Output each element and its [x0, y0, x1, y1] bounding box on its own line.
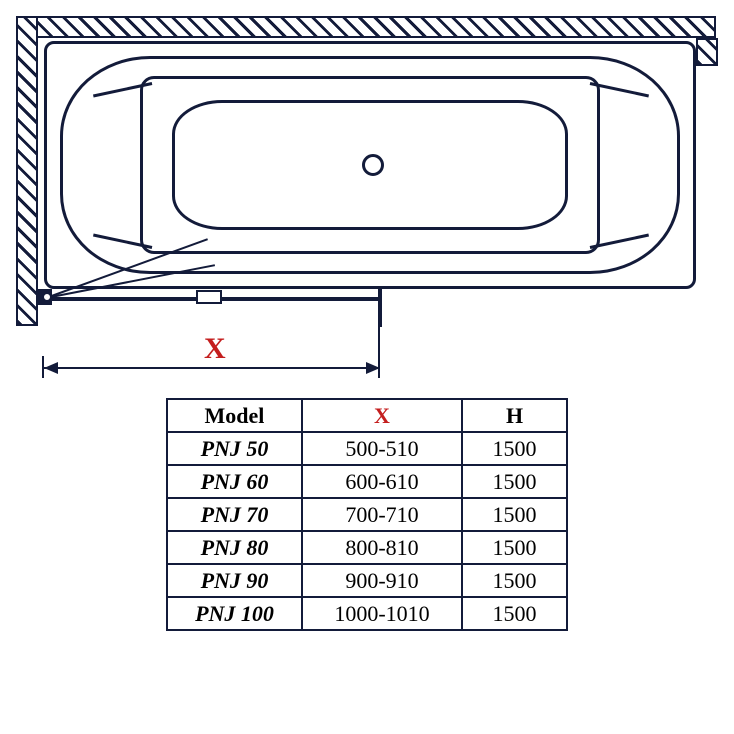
dimension-arrow-right: [366, 362, 380, 374]
cell-x: 600-610: [302, 465, 462, 498]
cell-model: PNJ 80: [167, 531, 302, 564]
cell-model: PNJ 70: [167, 498, 302, 531]
cell-model: PNJ 50: [167, 432, 302, 465]
screen-rail-end: [378, 289, 382, 327]
screen-connector: [196, 290, 222, 304]
cell-h: 1500: [462, 531, 567, 564]
cell-model: PNJ 90: [167, 564, 302, 597]
table-row: PNJ 100 1000-1010 1500: [167, 597, 567, 630]
cell-h: 1500: [462, 564, 567, 597]
dimension-label: X: [204, 332, 226, 366]
table-row: PNJ 50 500-510 1500: [167, 432, 567, 465]
table-row: PNJ 80 800-810 1500: [167, 531, 567, 564]
cell-x: 700-710: [302, 498, 462, 531]
tub-drain: [362, 154, 384, 176]
table-header-row: Model X H: [167, 399, 567, 432]
dimension-arrow-left: [44, 362, 58, 374]
cell-h: 1500: [462, 432, 567, 465]
cell-h: 1500: [462, 465, 567, 498]
cell-x: 1000-1010: [302, 597, 462, 630]
cell-x: 900-910: [302, 564, 462, 597]
col-header-h: H: [462, 399, 567, 432]
dimension-line: [44, 367, 380, 369]
screen-hinge-dot: [42, 292, 52, 302]
wall-top: [16, 16, 716, 38]
col-header-model: Model: [167, 399, 302, 432]
table-row: PNJ 70 700-710 1500: [167, 498, 567, 531]
col-header-x: X: [302, 399, 462, 432]
cell-h: 1500: [462, 498, 567, 531]
wall-right-stub: [696, 38, 718, 66]
cell-h: 1500: [462, 597, 567, 630]
table-row: PNJ 90 900-910 1500: [167, 564, 567, 597]
dimensions-table: Model X H PNJ 50 500-510 1500 PNJ 60 600…: [166, 398, 568, 631]
diagram-canvas: X Model X H PNJ 50 500-510 1500 PNJ 60 6…: [0, 0, 734, 734]
wall-left: [16, 16, 38, 326]
cell-x: 500-510: [302, 432, 462, 465]
cell-x: 800-810: [302, 531, 462, 564]
table-row: PNJ 60 600-610 1500: [167, 465, 567, 498]
cell-model: PNJ 100: [167, 597, 302, 630]
cell-model: PNJ 60: [167, 465, 302, 498]
